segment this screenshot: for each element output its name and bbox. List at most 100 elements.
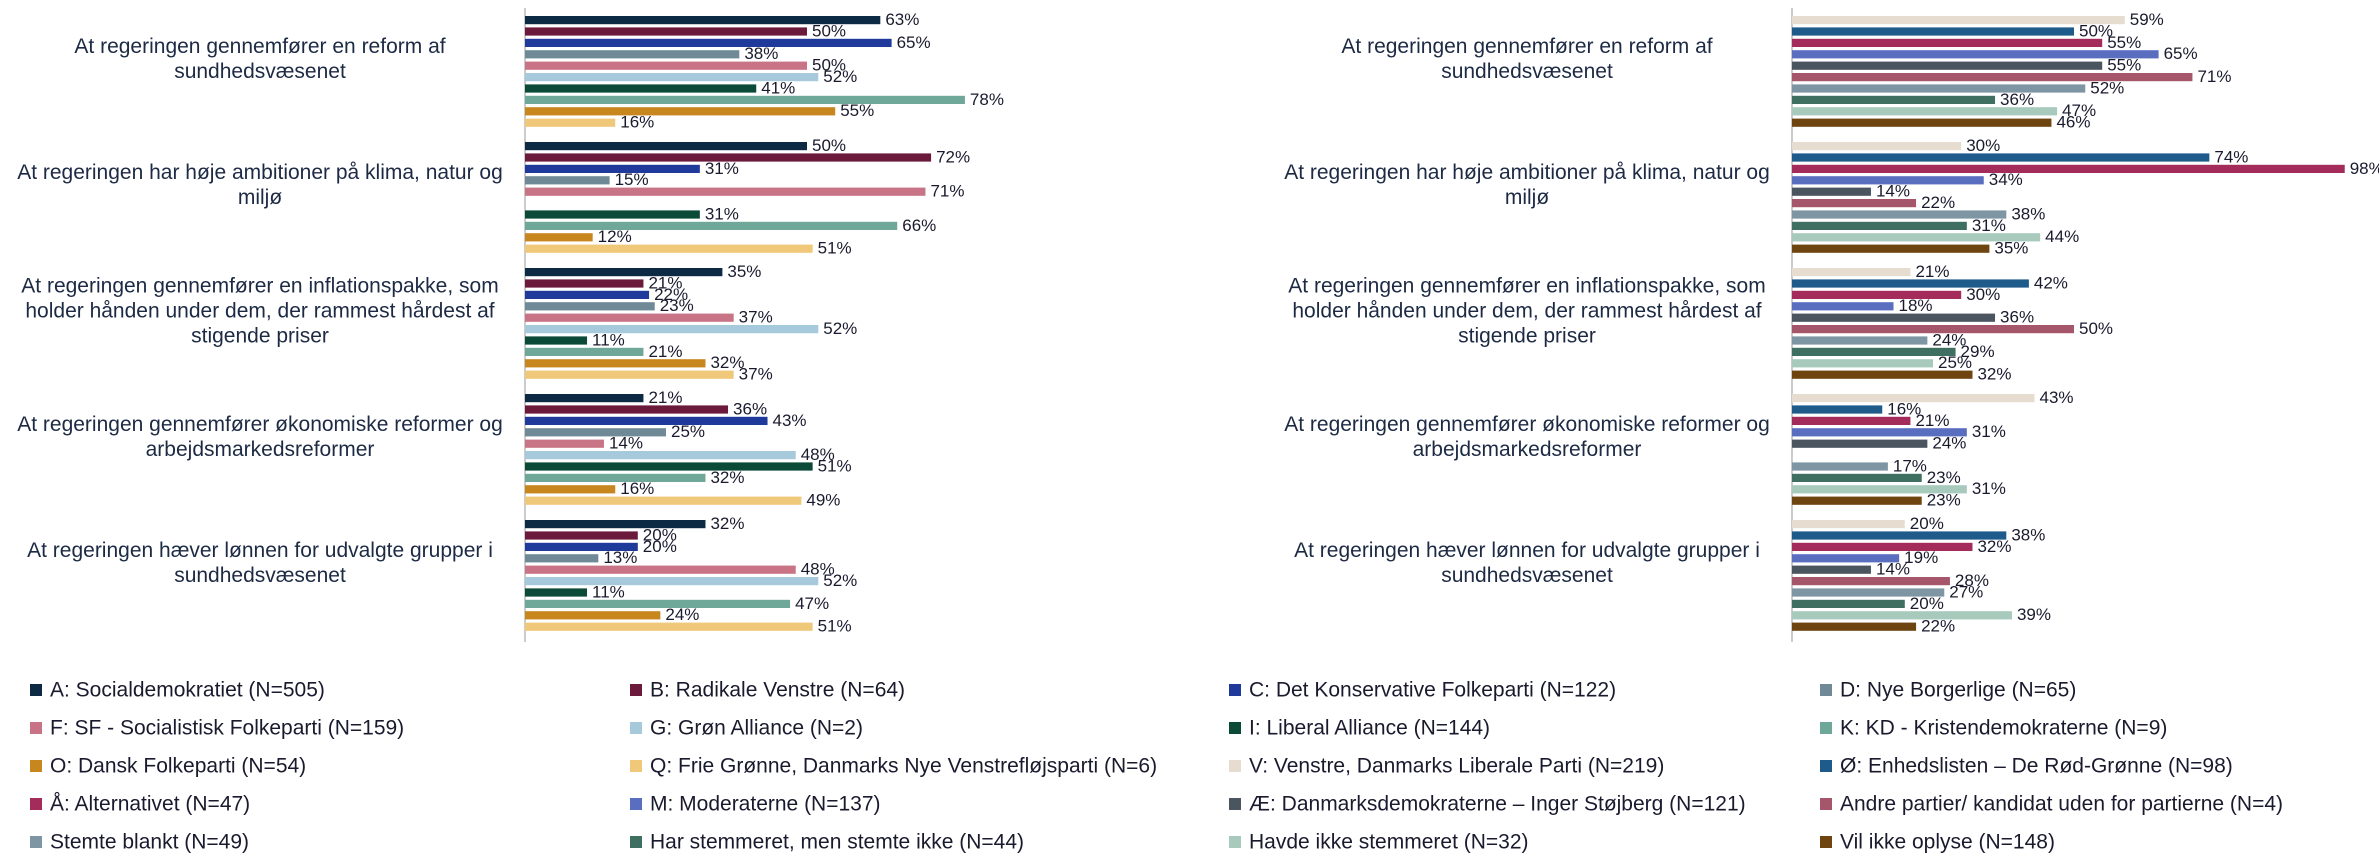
bar <box>525 577 819 586</box>
legend-swatch <box>1229 760 1241 772</box>
legend-label: F: SF - Socialistisk Folkeparti (N=159) <box>50 717 404 740</box>
value-label: 72% <box>936 147 970 166</box>
bar <box>1792 302 1894 311</box>
bar <box>525 302 655 311</box>
category-label: At regeringen gennemfører en reform af s… <box>74 34 446 83</box>
bar <box>1792 313 1996 322</box>
bar <box>1792 153 2210 162</box>
value-label: 30% <box>1966 285 2000 304</box>
bar <box>1792 588 1945 597</box>
bar <box>1792 359 1933 368</box>
value-label: 21% <box>1915 411 1949 430</box>
value-label: 52% <box>823 319 857 338</box>
value-label: 25% <box>1938 353 1972 372</box>
value-label: 14% <box>1876 560 1910 579</box>
bar <box>525 428 666 437</box>
value-label: 32% <box>1977 537 2011 556</box>
value-label: 20% <box>1910 594 1944 613</box>
value-label: 59% <box>2130 10 2164 29</box>
bar <box>525 588 588 597</box>
value-label: 32% <box>710 353 744 372</box>
value-label: 22% <box>1921 193 1955 212</box>
bar <box>525 394 644 403</box>
legend-swatch <box>1820 722 1832 734</box>
legend-label: D: Nye Borgerlige (N=65) <box>1840 679 2076 702</box>
bar <box>1792 16 2125 25</box>
legend-label: M: Moderaterne (N=137) <box>650 793 881 816</box>
legend-swatch <box>1229 684 1241 696</box>
bar <box>1792 221 1967 231</box>
bar <box>1792 95 1996 105</box>
value-label: 29% <box>1961 342 1995 361</box>
value-label: 47% <box>2062 101 2096 120</box>
bar <box>1792 279 2029 288</box>
value-label: 31% <box>1972 216 2006 235</box>
legend-label: Q: Frie Grønne, Danmarks Nye Venstrefløj… <box>650 755 1157 778</box>
bar <box>525 496 802 505</box>
value-label: 36% <box>2000 308 2034 327</box>
value-label: 37% <box>739 308 773 327</box>
bar <box>1792 142 1962 151</box>
bar <box>1792 50 2159 59</box>
category-label: At regeringen har høje ambitioner på kli… <box>1284 160 1770 209</box>
value-label: 17% <box>1893 456 1927 475</box>
legend-label: V: Venstre, Danmarks Liberale Parti (N=2… <box>1249 755 1664 778</box>
bar <box>525 233 593 242</box>
legend-label: G: Grøn Alliance (N=2) <box>650 717 863 740</box>
legend-label: Havde ikke stemmeret (N=32) <box>1249 831 1529 854</box>
legend-label: Stemte blankt (N=49) <box>50 831 249 854</box>
value-label: 14% <box>609 434 643 453</box>
bar <box>525 164 700 174</box>
bar <box>525 370 734 379</box>
value-label: 24% <box>1932 434 1966 453</box>
value-label: 48% <box>801 445 835 464</box>
bar <box>1792 394 2035 403</box>
bar <box>525 622 813 631</box>
legend-label: Ø: Enhedslisten – De Rød-Grønne (N=98) <box>1840 755 2233 778</box>
value-label: 32% <box>710 514 744 533</box>
bar <box>525 73 819 82</box>
bar <box>1792 27 2074 36</box>
bar <box>525 210 700 219</box>
bar <box>525 313 734 322</box>
value-label: 18% <box>1899 296 1933 315</box>
bar <box>1792 577 1950 586</box>
bar <box>525 565 796 574</box>
value-label: 42% <box>2034 273 2068 292</box>
bar <box>525 16 881 25</box>
legend-swatch <box>1820 760 1832 772</box>
value-label: 50% <box>812 136 846 155</box>
bar <box>525 187 926 196</box>
value-label: 21% <box>648 342 682 361</box>
category-label: At regeringen gennemfører en reform af s… <box>1341 34 1713 83</box>
legend-swatch <box>1229 798 1241 810</box>
bar <box>1792 622 1917 631</box>
legend-label: Å: Alternativet (N=47) <box>50 793 250 816</box>
bar <box>525 176 610 185</box>
value-label: 44% <box>2045 227 2079 246</box>
value-label: 38% <box>744 44 778 63</box>
legend-swatch <box>630 798 642 810</box>
legend-swatch <box>1820 836 1832 848</box>
bar <box>525 142 807 151</box>
category-label: At regeringen gennemfører en inflationsp… <box>21 274 499 348</box>
value-label: 23% <box>660 296 694 315</box>
legend-label: C: Det Konservative Folkeparti (N=122) <box>1249 679 1616 702</box>
bar <box>525 451 796 460</box>
bar <box>525 462 813 471</box>
bar <box>525 107 836 116</box>
bar <box>1792 268 1911 277</box>
bar <box>525 244 813 253</box>
bar <box>1792 554 1900 563</box>
value-label: 43% <box>773 411 807 430</box>
value-label: 55% <box>840 101 874 120</box>
value-label: 71% <box>2197 67 2231 86</box>
category-label: At regeringen hæver lønnen for udvalgte … <box>1294 538 1760 587</box>
bar <box>1792 439 1928 448</box>
value-label: 23% <box>1927 468 1961 487</box>
legend-swatch <box>630 722 642 734</box>
value-label: 24% <box>1932 330 1966 349</box>
legend-label: I: Liberal Alliance (N=144) <box>1249 717 1490 740</box>
value-label: 50% <box>812 21 846 40</box>
